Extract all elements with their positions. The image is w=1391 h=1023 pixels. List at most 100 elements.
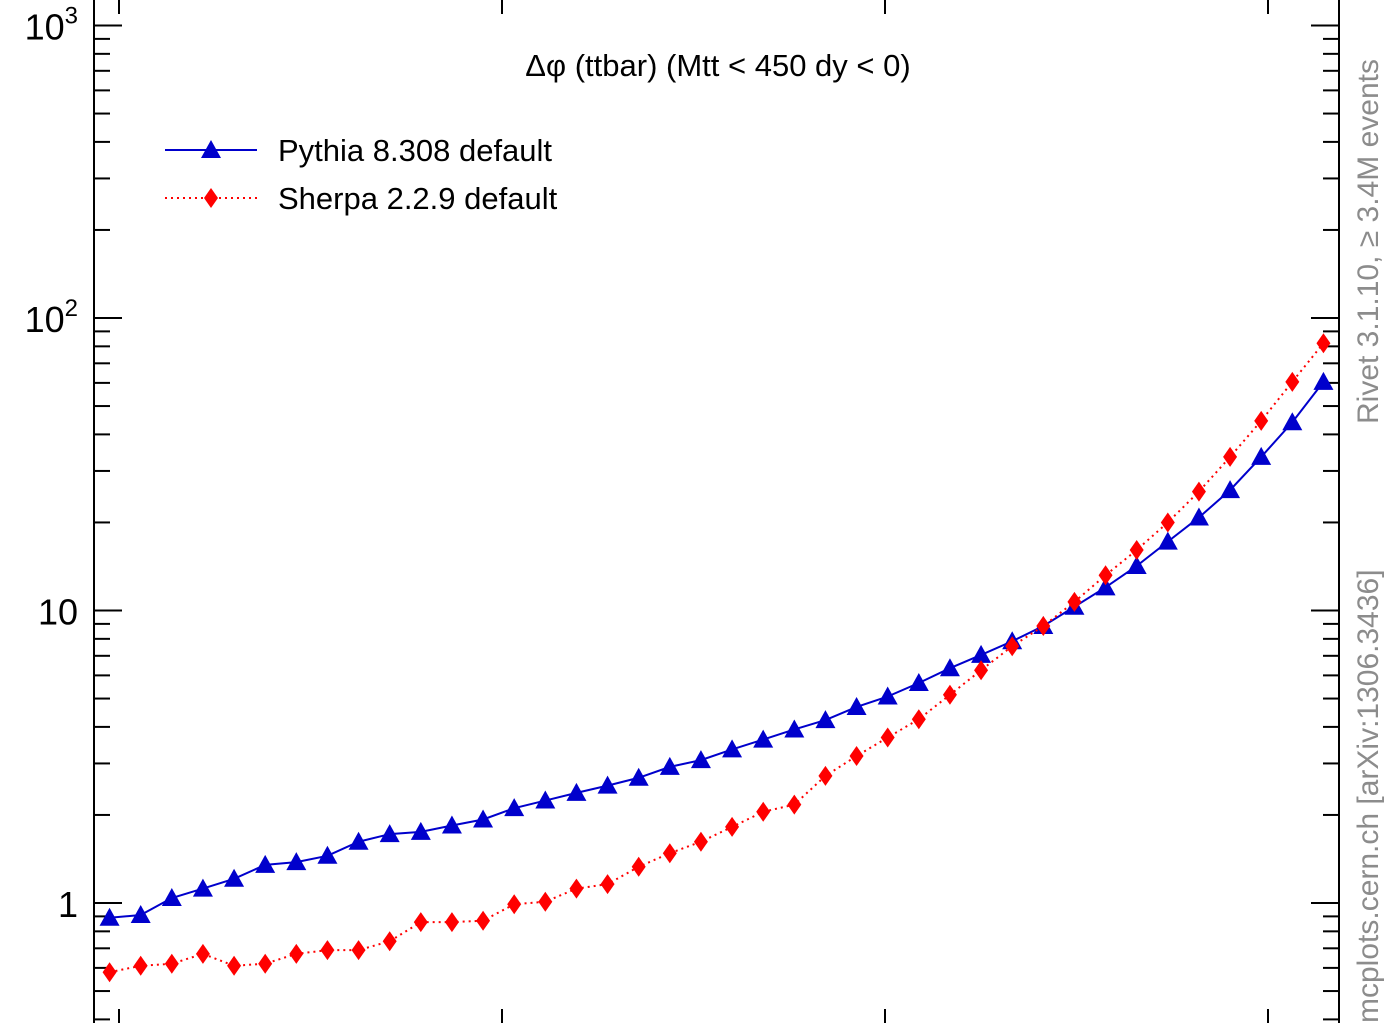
data-point-diamond (444, 912, 459, 933)
data-point-diamond (102, 962, 117, 983)
chart-title: Δφ (ttbar) (Mtt < 450 dy < 0) (525, 48, 910, 83)
data-point-triangle (192, 878, 213, 897)
data-point-diamond (1316, 333, 1331, 354)
data-point-diamond (1129, 540, 1144, 561)
data-point-diamond (476, 910, 491, 931)
series-pythia (99, 371, 1334, 926)
data-point-triangle (441, 815, 462, 834)
data-point-diamond (849, 746, 864, 767)
data-point-diamond (756, 801, 771, 822)
data-point-triangle (1220, 480, 1241, 499)
data-point-diamond (631, 856, 646, 877)
data-point-triangle (566, 782, 587, 801)
y-tick-label-exponent: 3 (65, 3, 78, 30)
data-point-triangle (130, 904, 151, 923)
series-line (109, 381, 1325, 919)
data-point-triangle (1188, 507, 1209, 526)
data-point-diamond (725, 816, 740, 837)
data-point-triangle (722, 739, 743, 758)
y-tick-label: 102 (25, 295, 78, 340)
data-point-diamond (787, 794, 802, 815)
data-point-triangle (1313, 371, 1334, 390)
data-point-triangle (1251, 446, 1272, 465)
data-point-diamond (880, 727, 895, 748)
y-tick-label: 10 (38, 592, 78, 633)
data-point-triangle (597, 775, 618, 794)
data-point-triangle (1095, 577, 1116, 596)
data-point-diamond (507, 894, 522, 915)
data-point-triangle (690, 750, 711, 769)
data-point-diamond (1285, 371, 1300, 392)
legend: Pythia 8.308 default Sherpa 2.2.9 default (165, 133, 558, 216)
data-point-triangle (628, 767, 649, 786)
data-point-triangle (939, 658, 960, 677)
data-point-triangle (846, 696, 867, 715)
data-point-diamond (1036, 616, 1051, 637)
data-point-triangle (504, 798, 525, 817)
data-point-diamond (662, 843, 677, 864)
series-layer (99, 333, 1334, 983)
y-tick-label-exponent: 2 (65, 295, 78, 322)
data-point-diamond (569, 878, 584, 899)
data-point-diamond (693, 831, 708, 852)
axes-ticks (94, 0, 1339, 1023)
data-point-triangle (410, 821, 431, 840)
data-point-diamond (320, 940, 335, 961)
data-point-diamond (1191, 481, 1206, 502)
data-point-triangle (348, 831, 369, 850)
plot-frame (93, 0, 1340, 1023)
data-point-diamond (818, 765, 833, 786)
data-point-diamond (133, 955, 148, 976)
data-point-triangle (784, 719, 805, 738)
data-point-diamond (974, 660, 989, 681)
data-point-diamond (204, 188, 218, 208)
data-point-triangle (1126, 555, 1147, 574)
data-point-diamond (413, 912, 428, 933)
legend-label: Pythia 8.308 default (278, 133, 552, 168)
data-point-triangle (379, 824, 400, 843)
data-point-triangle (473, 809, 494, 828)
y-tick-label-base: 10 (25, 299, 65, 340)
data-point-triangle (317, 845, 338, 864)
data-point-triangle (286, 852, 307, 871)
data-point-triangle (971, 644, 992, 663)
rivet-version-label: Rivet 3.1.10, ≥ 3.4M events (1352, 59, 1385, 424)
data-point-triangle (877, 686, 898, 705)
y-tick-label: 1 (58, 884, 78, 925)
data-point-diamond (258, 953, 273, 974)
series-sherpa (102, 333, 1331, 983)
data-point-diamond (1005, 636, 1020, 657)
data-point-diamond (911, 709, 926, 730)
data-point-triangle (535, 790, 556, 809)
data-point-diamond (382, 931, 397, 952)
data-point-triangle (255, 854, 276, 873)
source-url-label: mcplots.cern.ch [arXiv:1306.3436] (1352, 569, 1385, 1023)
y-tick-label-base: 10 (25, 7, 65, 48)
data-point-diamond (1160, 512, 1175, 533)
data-point-triangle (659, 756, 680, 775)
data-point-triangle (1282, 412, 1303, 431)
data-point-diamond (942, 684, 957, 705)
data-point-diamond (1067, 591, 1082, 612)
data-point-triangle (815, 710, 836, 729)
data-point-diamond (1254, 410, 1269, 431)
data-point-diamond (538, 891, 553, 912)
data-point-diamond (289, 943, 304, 964)
data-point-diamond (1223, 446, 1238, 467)
series-line (109, 342, 1325, 974)
data-point-diamond (227, 955, 242, 976)
legend-label: Sherpa 2.2.9 default (278, 181, 558, 216)
data-point-diamond (1098, 565, 1113, 586)
data-point-diamond (351, 940, 366, 961)
data-point-triangle (201, 140, 221, 158)
data-point-triangle (753, 729, 774, 748)
data-point-triangle (161, 888, 182, 907)
y-tick-label: 103 (25, 3, 78, 48)
data-point-diamond (195, 943, 210, 964)
data-point-triangle (1157, 531, 1178, 550)
data-point-diamond (164, 953, 179, 974)
data-point-triangle (99, 907, 120, 926)
data-point-diamond (600, 874, 615, 895)
